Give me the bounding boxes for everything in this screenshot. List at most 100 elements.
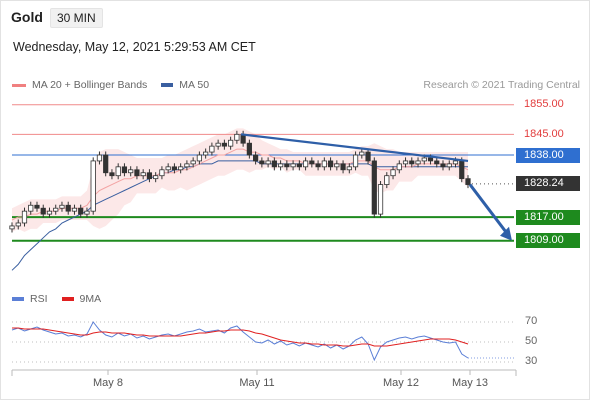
- price-candle: [153, 175, 159, 180]
- legend-label-9ma: 9MA: [79, 293, 102, 305]
- price-candle: [309, 160, 315, 165]
- price-candle: [209, 145, 215, 153]
- price-candle: [159, 169, 165, 177]
- price-candle: [184, 163, 190, 168]
- trend-line: [240, 133, 469, 163]
- price-candle: [78, 207, 84, 215]
- price-candle: [465, 178, 471, 185]
- price-candle: [302, 160, 309, 168]
- price-candle: [46, 210, 53, 215]
- level-label-last: 1828.24: [516, 176, 580, 192]
- price-candle: [334, 163, 340, 168]
- research-credit: Research © 2021 Trading Central: [423, 79, 580, 91]
- price-candle: [396, 163, 402, 171]
- x-tick-label: May 13: [451, 377, 489, 389]
- forecast-arrow-shaft: [468, 183, 510, 236]
- rsi-9ma-line: [12, 327, 469, 347]
- price-candle: [327, 160, 334, 168]
- price-candle: [271, 160, 277, 168]
- price-candle: [134, 169, 140, 177]
- legend-label-bollinger: MA 20 + Bollinger Bands: [32, 79, 148, 91]
- rsi-legend: RSI 9MA: [12, 293, 115, 305]
- price-candle: [421, 157, 427, 162]
- price-candle: [96, 154, 103, 162]
- price-candle: [440, 163, 446, 168]
- symbol-title: Gold: [11, 9, 43, 25]
- timestamp: Wednesday, May 12, 2021 5:29:53 AM CET: [13, 40, 256, 54]
- ma50-line: [11, 160, 468, 271]
- price-candle: [259, 160, 265, 165]
- bollinger-swatch: [12, 83, 26, 87]
- price-candle: [402, 160, 409, 165]
- level-label-support: 1817.00: [516, 209, 580, 225]
- price-candle: [171, 166, 178, 171]
- price-candle: [128, 169, 134, 174]
- price-candle: [377, 184, 384, 215]
- rsi-tick-label: 30: [525, 355, 538, 367]
- price-candle: [115, 166, 121, 177]
- timeframe-selector[interactable]: 30 MIN: [50, 8, 103, 28]
- price-candle: [165, 166, 171, 171]
- price-candle: [103, 154, 109, 174]
- legend-label-rsi: RSI: [30, 293, 48, 305]
- rsi-swatch: [12, 297, 24, 301]
- price-candle: [203, 151, 209, 156]
- price-candle: [246, 142, 252, 156]
- price-candle: [146, 172, 153, 180]
- price-candle: [228, 139, 234, 147]
- price-candle: [71, 207, 78, 212]
- price-candle: [84, 210, 90, 215]
- price-candle: [253, 154, 259, 162]
- price-candle: [459, 160, 465, 180]
- price-candle: [140, 172, 146, 177]
- level-label-support: 1809.00: [516, 233, 580, 249]
- price-candle: [34, 204, 40, 209]
- legend-item-9ma: 9MA: [61, 293, 102, 305]
- x-tick-label: May 8: [93, 377, 123, 389]
- price-candle: [384, 175, 390, 185]
- ma50-swatch: [161, 83, 174, 87]
- price-candle: [190, 160, 196, 165]
- rsi-tick-label: 50: [525, 335, 538, 347]
- price-candle: [284, 163, 290, 168]
- price-candle: [121, 166, 128, 174]
- forecast-arrow-head: [500, 226, 512, 241]
- price-candle: [9, 225, 15, 230]
- price-candle: [40, 207, 46, 215]
- price-candle: [290, 163, 296, 168]
- level-label-pivot: 1838.00: [516, 147, 580, 163]
- price-candle: [234, 133, 240, 141]
- price-candle: [434, 160, 440, 165]
- price-candle: [446, 163, 452, 168]
- price-candle: [365, 151, 371, 162]
- price-candle: [65, 204, 71, 212]
- price-candle: [196, 154, 202, 162]
- level-label-resistance: 1855.00: [516, 97, 580, 113]
- price-candle: [109, 172, 115, 177]
- legend-item-rsi: RSI: [12, 293, 48, 305]
- price-legend: MA 20 + Bollinger Bands MA 50: [12, 79, 223, 91]
- price-candle: [371, 160, 377, 215]
- legend-item-ma50: MA 50: [161, 79, 209, 91]
- price-candle: [340, 163, 346, 171]
- price-candle: [53, 207, 59, 212]
- level-label-resistance: 1845.00: [516, 126, 580, 142]
- bollinger-band-fill: [12, 128, 468, 232]
- chart-header: Gold 30 MIN Wednesday, May 12, 2021 5:29…: [0, 0, 590, 80]
- price-candle: [415, 160, 421, 165]
- legend-label-ma50: MA 50: [179, 79, 210, 91]
- price-candle: [452, 160, 459, 165]
- price-candle: [352, 154, 359, 168]
- price-candle: [28, 204, 34, 212]
- price-candle: [278, 163, 284, 168]
- price-candle: [90, 160, 96, 212]
- x-tick-label: May 11: [239, 377, 275, 389]
- price-candle: [21, 210, 28, 224]
- price-candle: [221, 142, 227, 147]
- price-candle: [346, 166, 352, 171]
- price-candle: [359, 151, 365, 156]
- rsi-tick-label: 70: [525, 315, 538, 327]
- price-candle: [296, 163, 302, 168]
- price-candle: [178, 166, 184, 171]
